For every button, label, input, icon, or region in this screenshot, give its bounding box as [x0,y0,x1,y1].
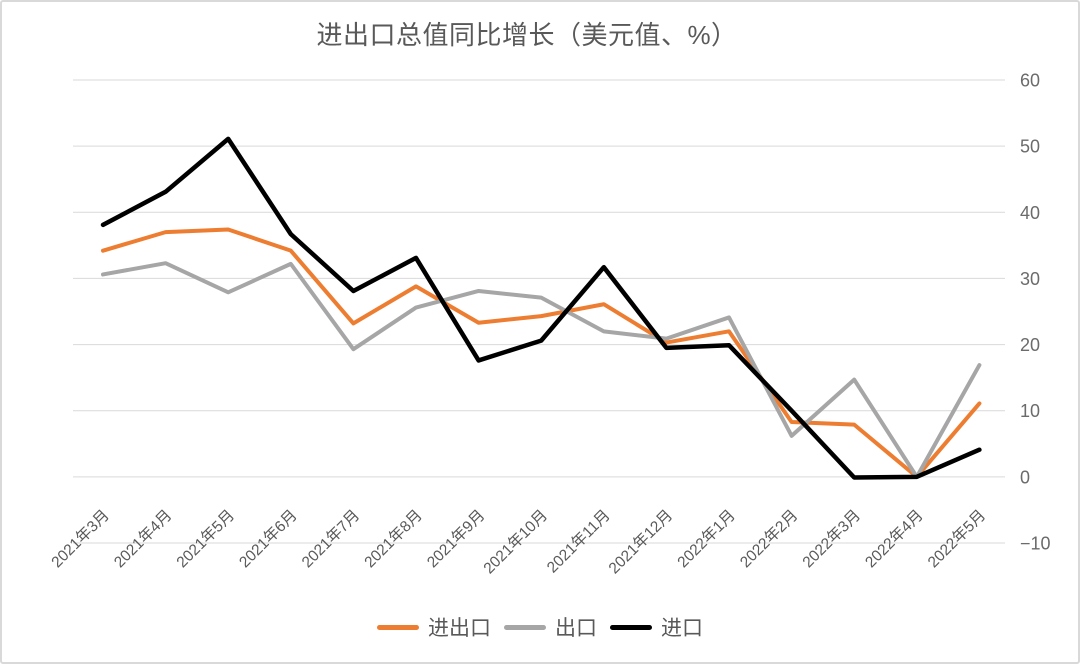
x-axis-tick-label: 2022年3月 [799,506,864,571]
x-axis-tick-label: 2021年10月 [480,506,551,577]
x-axis-tick-label: 2021年11月 [543,506,613,576]
x-axis-tick-label: 2021年12月 [605,506,676,577]
legend-item-label: 进口 [661,617,703,640]
x-axis-tick-label: 2022年4月 [861,506,926,571]
legend-item-label: 进出口 [428,617,491,640]
x-axis-tick-label: 2021年8月 [361,506,426,571]
y-axis-tick-label: 30 [1020,269,1040,289]
series-line-2 [100,136,982,480]
x-axis-tick-label: 2021年3月 [48,506,113,571]
x-axis-tick-label: 2022年1月 [674,506,739,571]
x-axis-tick-label: 2022年2月 [736,506,801,571]
y-axis-tick-label: −10 [1020,534,1051,554]
series-line-0 [101,227,982,479]
x-axis-tick-label: 2021年9月 [423,506,488,571]
legend-line-swatch-icon [377,624,419,630]
y-axis-tick-label: 20 [1020,335,1040,355]
y-axis-tick-label: 0 [1020,467,1030,487]
y-axis-tick-label: 40 [1020,203,1040,223]
legend-line-swatch-icon [610,624,652,630]
y-axis-tick-label: 60 [1020,71,1040,91]
chart-legend: 进出口 出口 进口 [0,612,1080,642]
x-axis-tick-label: 2021年5月 [173,506,238,571]
x-axis-tick-label: 2021年6月 [235,506,300,571]
legend-item-0: 进出口 [377,612,491,642]
x-axis-tick-label: 2022年5月 [924,506,989,571]
legend-item-2: 进口 [610,612,703,642]
legend-item-1: 出口 [504,612,597,642]
chart-title: 进出口总值同比增长（美元值、%） [316,20,738,50]
legend-item-label: 出口 [555,617,597,640]
y-axis-tick-label: 10 [1020,401,1040,421]
y-axis-tick-label: 50 [1020,137,1040,157]
legend-line-swatch-icon [504,624,546,630]
x-axis-tick-label: 2021年4月 [110,506,175,571]
x-axis-tick-label: 2021年7月 [298,506,363,571]
series-line-1 [101,261,982,479]
